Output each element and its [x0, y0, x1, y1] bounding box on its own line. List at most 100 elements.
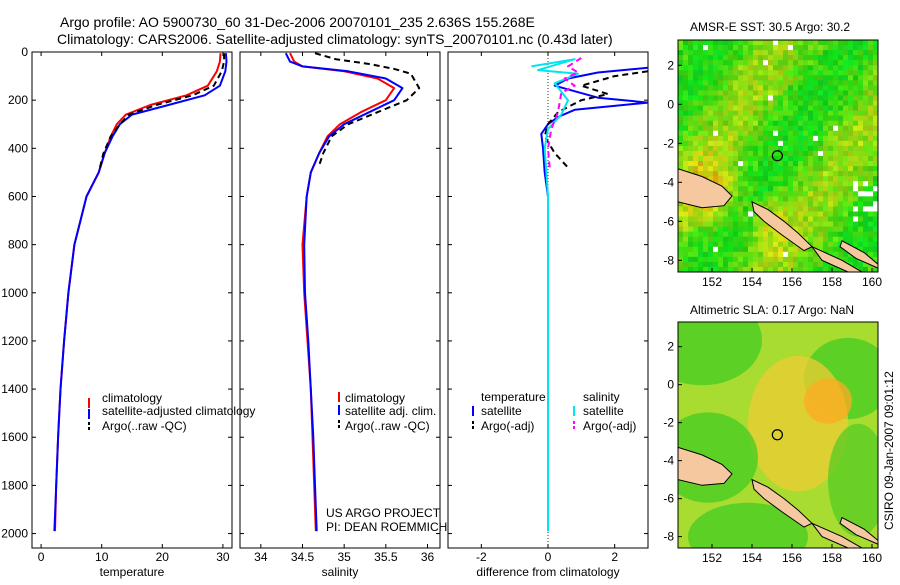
sst-cell: [783, 266, 789, 272]
sst-cell: [713, 156, 719, 162]
sst-cell: [763, 40, 769, 46]
land-mass: [678, 446, 733, 486]
sst-cell: [693, 261, 699, 268]
sst-cell: [788, 241, 794, 248]
sst-cell: [838, 125, 844, 132]
sst-cell: [818, 110, 824, 117]
x-tick-label: 36: [421, 550, 435, 564]
sst-cell: [813, 186, 819, 192]
sst-cell: [838, 191, 844, 197]
sst-cell: [868, 191, 874, 197]
sst-cell: [843, 251, 849, 258]
sst-cell: [818, 150, 824, 157]
sst-cell: [818, 236, 824, 243]
sst-cell: [748, 226, 754, 233]
sst-cell: [718, 156, 724, 162]
sst-cell: [748, 221, 754, 228]
sst-cell: [728, 166, 734, 172]
sst-cell: [703, 266, 709, 272]
series-line-argo-raw-qc-: [314, 52, 421, 166]
sst-cell: [863, 261, 869, 268]
salinity-plot-frame: [239, 51, 441, 549]
sst-cell: [818, 145, 824, 152]
sst-cell: [748, 246, 754, 253]
sst-cell: [728, 226, 734, 233]
sst-cell: [808, 95, 814, 101]
sst-cell: [863, 171, 869, 177]
sst-cell: [738, 196, 744, 202]
sst-cell: [853, 80, 859, 86]
sst-cell: [773, 241, 779, 248]
sst-cell: [768, 176, 774, 182]
sst-cell: [783, 95, 789, 101]
sst-cell: [698, 45, 704, 51]
map-x-tick-label: 156: [782, 551, 802, 565]
sst-cell: [858, 105, 864, 112]
sst-cell: [703, 95, 709, 101]
sst-cell: [803, 256, 809, 263]
sst-cell: [708, 241, 714, 248]
sst-cell: [823, 140, 829, 147]
sst-cell: [728, 216, 734, 222]
sst-cell: [743, 266, 749, 272]
sst-cell: [758, 145, 764, 152]
sst-cell: [678, 236, 684, 243]
sst-cell: [763, 221, 769, 228]
sst-cell: [773, 211, 779, 217]
sst-cell: [733, 161, 739, 167]
sst-cell: [868, 156, 874, 162]
sst-cell: [848, 70, 854, 76]
sst-cell: [828, 196, 834, 202]
sst-cell: [853, 236, 859, 243]
sst-cell: [748, 125, 754, 132]
sst-cell: [858, 176, 864, 182]
sst-cell: [763, 236, 769, 243]
sst-cell: [863, 75, 869, 81]
sst-cell: [768, 201, 774, 207]
sst-cell: [853, 176, 859, 182]
sst-cell: [828, 145, 834, 152]
sst-cell: [858, 156, 864, 162]
sst-cell: [803, 171, 809, 177]
sst-cell: [733, 125, 739, 132]
sst-cell: [783, 201, 789, 207]
sst-cell: [768, 105, 774, 112]
sst-cell: [733, 241, 739, 248]
sst-cell: [753, 120, 759, 127]
sst-cell: [763, 201, 769, 207]
sst-cell: [678, 70, 684, 76]
sst-cell: [853, 85, 859, 91]
sst-cell: [813, 191, 819, 197]
sst-cell: [833, 55, 839, 61]
sst-cell: [708, 145, 714, 152]
sst-cell: [873, 125, 878, 132]
sst-cell: [823, 166, 829, 172]
sst-cell: [713, 246, 719, 253]
sst-cell: [848, 191, 854, 197]
sst-cell: [733, 110, 739, 117]
sst-cell: [723, 65, 729, 71]
sst-cell: [688, 105, 694, 112]
sst-cell: [808, 145, 814, 152]
sst-cell: [738, 45, 744, 51]
sst-cell: [728, 145, 734, 152]
sst-cell: [838, 75, 844, 81]
sst-cell: [738, 171, 744, 177]
sst-cell: [688, 216, 694, 222]
sst-cell: [758, 95, 764, 101]
sst-cell: [763, 261, 769, 268]
sst-cell: [788, 140, 794, 147]
sst-cell: [783, 191, 789, 197]
sst-cell: [823, 156, 829, 162]
sst-cell: [688, 40, 694, 46]
sst-cell: [698, 75, 704, 81]
sst-cell: [813, 236, 819, 243]
sst-cell: [753, 251, 759, 258]
sst-cell: [803, 206, 809, 212]
sst-cell: [828, 135, 834, 142]
sst-cell: [743, 261, 749, 268]
sst-cell: [698, 211, 704, 217]
sst-cell: [798, 251, 804, 258]
sst-cell: [723, 145, 729, 152]
sst-cell: [853, 110, 859, 117]
